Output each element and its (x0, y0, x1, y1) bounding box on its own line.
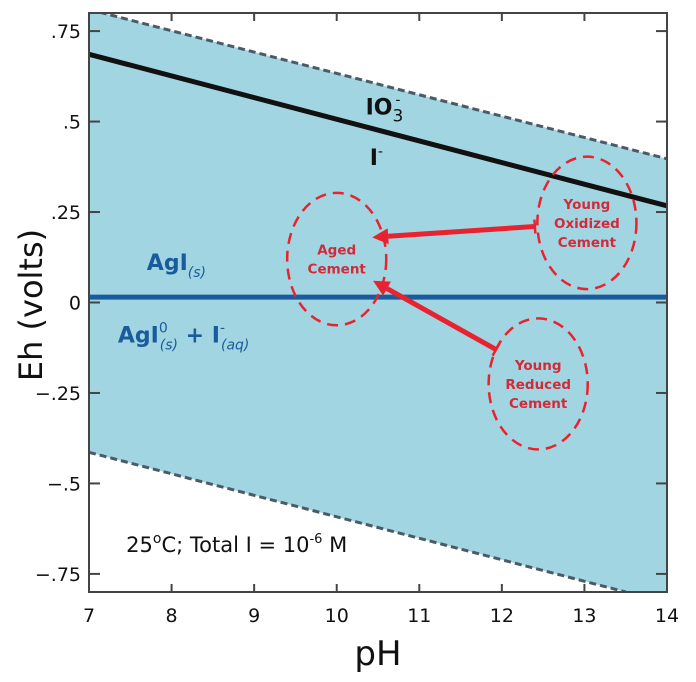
lower-water-boundary-line (89, 450, 627, 592)
iodide-label-part: - (378, 144, 383, 160)
conditions-note: 25oC; Total I = 10-6 M (126, 531, 347, 557)
conditions-note-part: M (322, 533, 347, 557)
y-tick-label: 0 (69, 293, 81, 315)
label-layer: pH Eh (volts) Aged Cement Young Oxidized Cem… (12, 21, 679, 674)
y-tick-label: .5 (63, 112, 81, 134)
conditions-note-part: -6 (309, 532, 322, 547)
iodide-label-part: I (370, 146, 378, 171)
x-tick-label: 9 (248, 605, 260, 627)
agi0-label-part: (aq) (221, 337, 249, 353)
young-oxidized-cement-ellipse (536, 155, 638, 291)
x-tick-label: 12 (490, 605, 514, 627)
aged-cement-ellipse (285, 191, 388, 327)
agi0-label: AgI0 (s) + I-(aq) (118, 320, 250, 353)
conditions-note-part: C; Total I = 10 (161, 533, 309, 557)
water-stability-field (89, 13, 667, 592)
y-tick-label: .25 (51, 202, 81, 224)
agi-solid-label-part: (s) (188, 265, 206, 281)
conditions-note-part: o (153, 531, 162, 547)
agi-solid-label: AgI(s) (147, 251, 206, 281)
y-tick-label: −.5 (47, 473, 81, 495)
x-axis-title: pH (354, 634, 401, 674)
reduced-to-aged-arrow-tail-cap (491, 342, 501, 357)
conditions-note-part: 25 (126, 533, 153, 557)
x-tick-label: 7 (83, 605, 95, 627)
aged-cement-label-line: Cement (308, 262, 367, 278)
agi0-label-part: AgI (118, 323, 159, 348)
x-tick-label: 10 (325, 605, 349, 627)
oxidized-to-aged-arrow-shaft (388, 224, 536, 239)
young-oxidized-cement-label-line: Oxidized (554, 216, 620, 232)
agi0-label-part: 0 (159, 320, 168, 336)
x-tick-label: 13 (572, 605, 596, 627)
young-oxidized-cement-label-line: Young (563, 197, 611, 213)
oxidized-to-aged-arrow-head (372, 228, 389, 245)
x-tick-label: 8 (166, 605, 178, 627)
x-tick-label: 14 (655, 605, 679, 627)
upper-water-boundary-line (97, 13, 667, 161)
agi0-label-part: + I (178, 323, 220, 348)
agi0-label-part: - (220, 320, 225, 336)
young-reduced-cement-label-line: Reduced (505, 377, 571, 393)
y-axis-title: Eh (volts) (12, 229, 50, 381)
io3-label-part: 3 (393, 106, 404, 126)
axes-frame (88, 12, 668, 593)
aged-cement-label-line: Aged (317, 243, 356, 259)
young-oxidized-cement-label-line: Cement (558, 235, 617, 251)
iodide-label: I- (370, 144, 383, 171)
young-reduced-cement-label-line: Cement (509, 396, 568, 412)
x-tick-label: 11 (407, 605, 431, 627)
reduced-to-aged-arrow-shaft (385, 286, 498, 352)
agi0-label-part: (s) (160, 337, 178, 353)
io3-label: IO3- (366, 92, 404, 126)
oxidized-to-aged-arrow-tail-cap (533, 219, 537, 234)
io3-label-part: - (395, 92, 400, 108)
io3-label-part: IO (366, 95, 393, 120)
y-tick-label: .75 (51, 21, 81, 43)
y-tick-label: −.25 (35, 383, 81, 405)
young-reduced-cement-label-line: Young (514, 358, 562, 374)
region-layer (285, 155, 638, 451)
reduced-to-aged-arrow-head (373, 280, 391, 296)
agi-solid-label-part: AgI (147, 251, 188, 276)
y-tick-label: −.75 (35, 564, 81, 586)
young-reduced-cement-ellipse (487, 317, 589, 451)
iodate-iodide-boundary-line (89, 51, 667, 209)
